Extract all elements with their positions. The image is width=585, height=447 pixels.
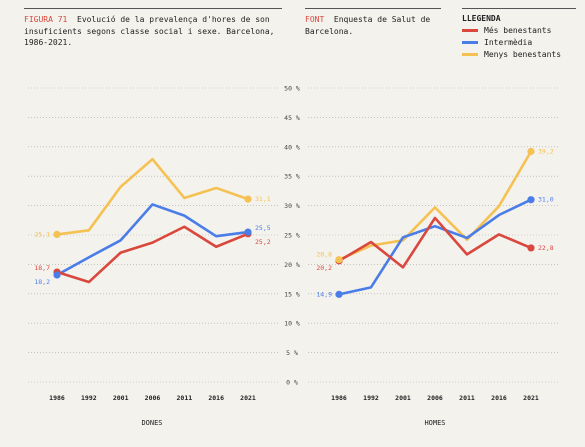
start-point xyxy=(335,256,343,264)
data-label-end: 39,2 xyxy=(538,148,554,156)
x-tick-label: 2011 xyxy=(177,394,193,402)
data-label-start: 18,2 xyxy=(34,278,50,286)
y-tick-label: 0 % xyxy=(286,379,298,387)
end-point xyxy=(244,195,252,203)
start-point xyxy=(335,290,343,298)
start-point xyxy=(53,271,61,279)
source-block: FONT Enquesta de Salut de Barcelona. xyxy=(305,14,445,37)
x-tick-label: 1986 xyxy=(49,394,65,402)
legend-label: Més benestants xyxy=(484,26,552,35)
legend-item-mes-benestants: Més benestants xyxy=(462,26,551,35)
panel-title: DONES xyxy=(141,419,162,427)
x-tick-label: 2016 xyxy=(491,394,507,402)
x-tick-label: 2001 xyxy=(113,394,129,402)
data-label-start: 20,2 xyxy=(316,264,332,272)
x-tick-label: 2021 xyxy=(523,394,539,402)
legend-rule xyxy=(462,8,576,9)
end-point xyxy=(527,196,535,204)
data-label-start: 14,9 xyxy=(316,290,332,298)
series-line xyxy=(55,203,250,277)
x-tick-label: 2011 xyxy=(459,394,475,402)
data-label-end: 22,8 xyxy=(538,244,554,252)
y-tick-label: 25 % xyxy=(284,232,300,240)
series-line xyxy=(337,198,533,296)
x-tick-label: 1992 xyxy=(81,394,97,402)
source-label: FONT xyxy=(305,15,325,24)
legend-swatch xyxy=(462,53,478,56)
data-label-end: 25,2 xyxy=(255,238,271,246)
y-tick-label: 35 % xyxy=(284,173,300,181)
figure-label: FIGURA 71 xyxy=(24,15,68,24)
x-tick-label: 1992 xyxy=(363,394,379,402)
x-tick-label: 2016 xyxy=(208,394,224,402)
y-tick-label: 5 % xyxy=(286,349,298,357)
end-point xyxy=(527,244,535,252)
figure-title: Evolució de la prevalença d'hores de son… xyxy=(24,15,275,47)
series-line xyxy=(55,157,250,236)
y-tick-label: 30 % xyxy=(284,202,300,210)
y-tick-label: 40 % xyxy=(284,143,300,151)
source-text: Enquesta de Salut de Barcelona. xyxy=(305,15,431,36)
x-tick-label: 2006 xyxy=(427,394,443,402)
data-label-start: 18,7 xyxy=(34,264,50,272)
x-tick-label: 2021 xyxy=(240,394,256,402)
data-label-end: 31,0 xyxy=(538,196,554,204)
figure-title-block: FIGURA 71 Evolució de la prevalença d'ho… xyxy=(24,14,286,49)
x-tick-label: 2006 xyxy=(145,394,161,402)
legend-label: Intermèdia xyxy=(484,38,533,47)
end-point xyxy=(244,228,252,236)
y-tick-label: 20 % xyxy=(284,261,300,269)
panel-title: HOMES xyxy=(424,419,445,427)
series-line xyxy=(55,225,250,284)
x-tick-label: 1986 xyxy=(331,394,347,402)
y-tick-label: 50 % xyxy=(284,85,300,93)
legend-item-menys-benestants: Menys benestants xyxy=(462,50,561,59)
x-tick-label: 2001 xyxy=(395,394,411,402)
legend-swatch xyxy=(462,29,478,32)
series-line xyxy=(337,216,533,269)
y-tick-label: 10 % xyxy=(284,320,300,328)
data-label-end: 31,1 xyxy=(255,195,271,203)
data-label-end: 25,5 xyxy=(255,224,271,232)
data-label-start: 20,8 xyxy=(316,251,332,259)
y-tick-label: 45 % xyxy=(284,114,300,122)
legend-label: Menys benestants xyxy=(484,50,562,59)
end-point xyxy=(527,147,535,156)
legend-item-intermedia: Intermèdia xyxy=(462,38,532,47)
start-point xyxy=(53,230,61,239)
y-tick-label: 15 % xyxy=(284,290,300,298)
source-rule xyxy=(305,8,441,9)
series-line xyxy=(337,150,533,261)
legend-title: LLEGENDA xyxy=(462,14,501,23)
legend-swatch xyxy=(462,41,478,44)
figure-title-rule xyxy=(24,8,282,9)
data-label-start: 25,1 xyxy=(34,230,50,238)
